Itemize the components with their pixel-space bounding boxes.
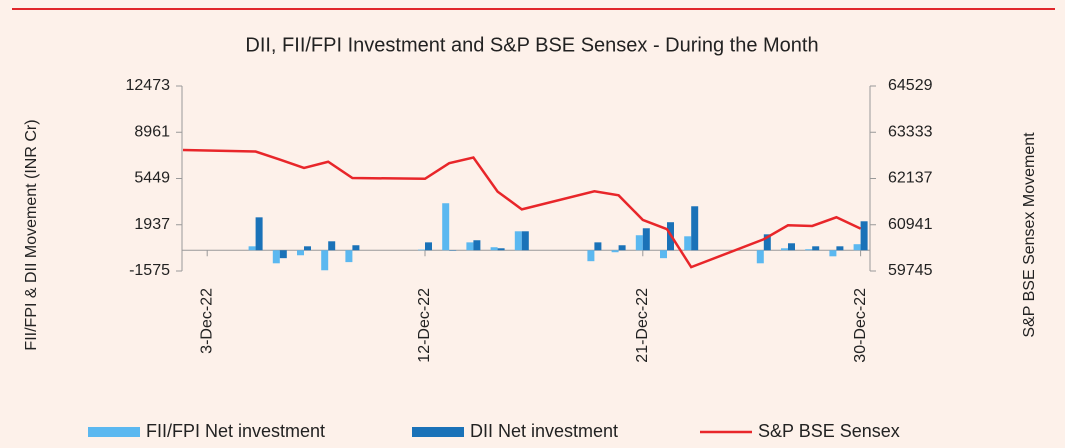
line xyxy=(182,148,862,269)
y-axis-title: FII/FPI & DII Movement (INR Cr) xyxy=(23,119,40,350)
legend-swatch xyxy=(412,427,464,437)
bar xyxy=(660,250,667,259)
bar xyxy=(642,228,650,251)
bar xyxy=(466,242,474,251)
bar xyxy=(611,250,619,253)
bar xyxy=(829,250,837,257)
y-tick-label: 8961 xyxy=(134,123,170,140)
bar xyxy=(763,234,771,251)
bar xyxy=(521,231,529,251)
y2-tick-label: 62137 xyxy=(888,170,933,187)
bar xyxy=(781,248,788,251)
bar xyxy=(449,249,457,251)
bar xyxy=(473,240,481,251)
bar xyxy=(425,242,432,251)
y2-tick-label: 60941 xyxy=(888,216,933,233)
bar xyxy=(860,221,868,251)
bar xyxy=(248,246,256,251)
x-tick-label: 3-Dec-22 xyxy=(198,288,215,354)
y-tick-label: 1937 xyxy=(134,216,170,233)
x-tick-label: 30-Dec-22 xyxy=(852,288,869,363)
bar xyxy=(514,231,522,251)
bar xyxy=(497,248,505,251)
x-tick-label: 21-Dec-22 xyxy=(634,288,651,363)
bar xyxy=(635,235,643,251)
bar xyxy=(279,250,287,259)
bar xyxy=(805,249,813,251)
bar xyxy=(490,247,498,251)
bar xyxy=(836,246,844,251)
bar xyxy=(691,206,699,251)
y-tick-label: 5449 xyxy=(134,170,170,187)
legend-label: FII/FPI Net investment xyxy=(146,421,325,441)
y-tick-label: 12473 xyxy=(126,77,171,94)
bar xyxy=(272,250,280,264)
y-tick-label: -1575 xyxy=(129,262,170,279)
chart-title: DII, FII/FPI Investment and S&P BSE Sens… xyxy=(245,34,818,56)
legend-label: DII Net investment xyxy=(470,421,618,441)
legend-label: S&P BSE Sensex xyxy=(758,421,900,441)
y2-tick-label: 63333 xyxy=(888,123,933,140)
bar xyxy=(442,203,450,251)
bar xyxy=(788,243,795,251)
x-tick-label: 12-Dec-22 xyxy=(416,288,433,363)
legend-swatch xyxy=(88,427,140,437)
y2-tick-label: 64529 xyxy=(888,77,933,94)
bar xyxy=(587,250,595,262)
bar xyxy=(352,245,360,251)
bar xyxy=(812,246,820,251)
bar xyxy=(321,250,329,271)
bar xyxy=(297,250,304,256)
bar xyxy=(684,236,692,251)
bar xyxy=(345,250,353,263)
y2-tick-label: 59745 xyxy=(888,262,933,279)
bar xyxy=(255,217,263,251)
bar xyxy=(418,249,425,251)
bar xyxy=(304,246,311,251)
y2-axis-title: S&P BSE Sensex Movement xyxy=(1021,132,1038,338)
bar xyxy=(328,241,336,251)
bar xyxy=(618,245,626,251)
bar xyxy=(594,242,602,251)
bar xyxy=(756,250,764,264)
bar xyxy=(853,244,861,251)
